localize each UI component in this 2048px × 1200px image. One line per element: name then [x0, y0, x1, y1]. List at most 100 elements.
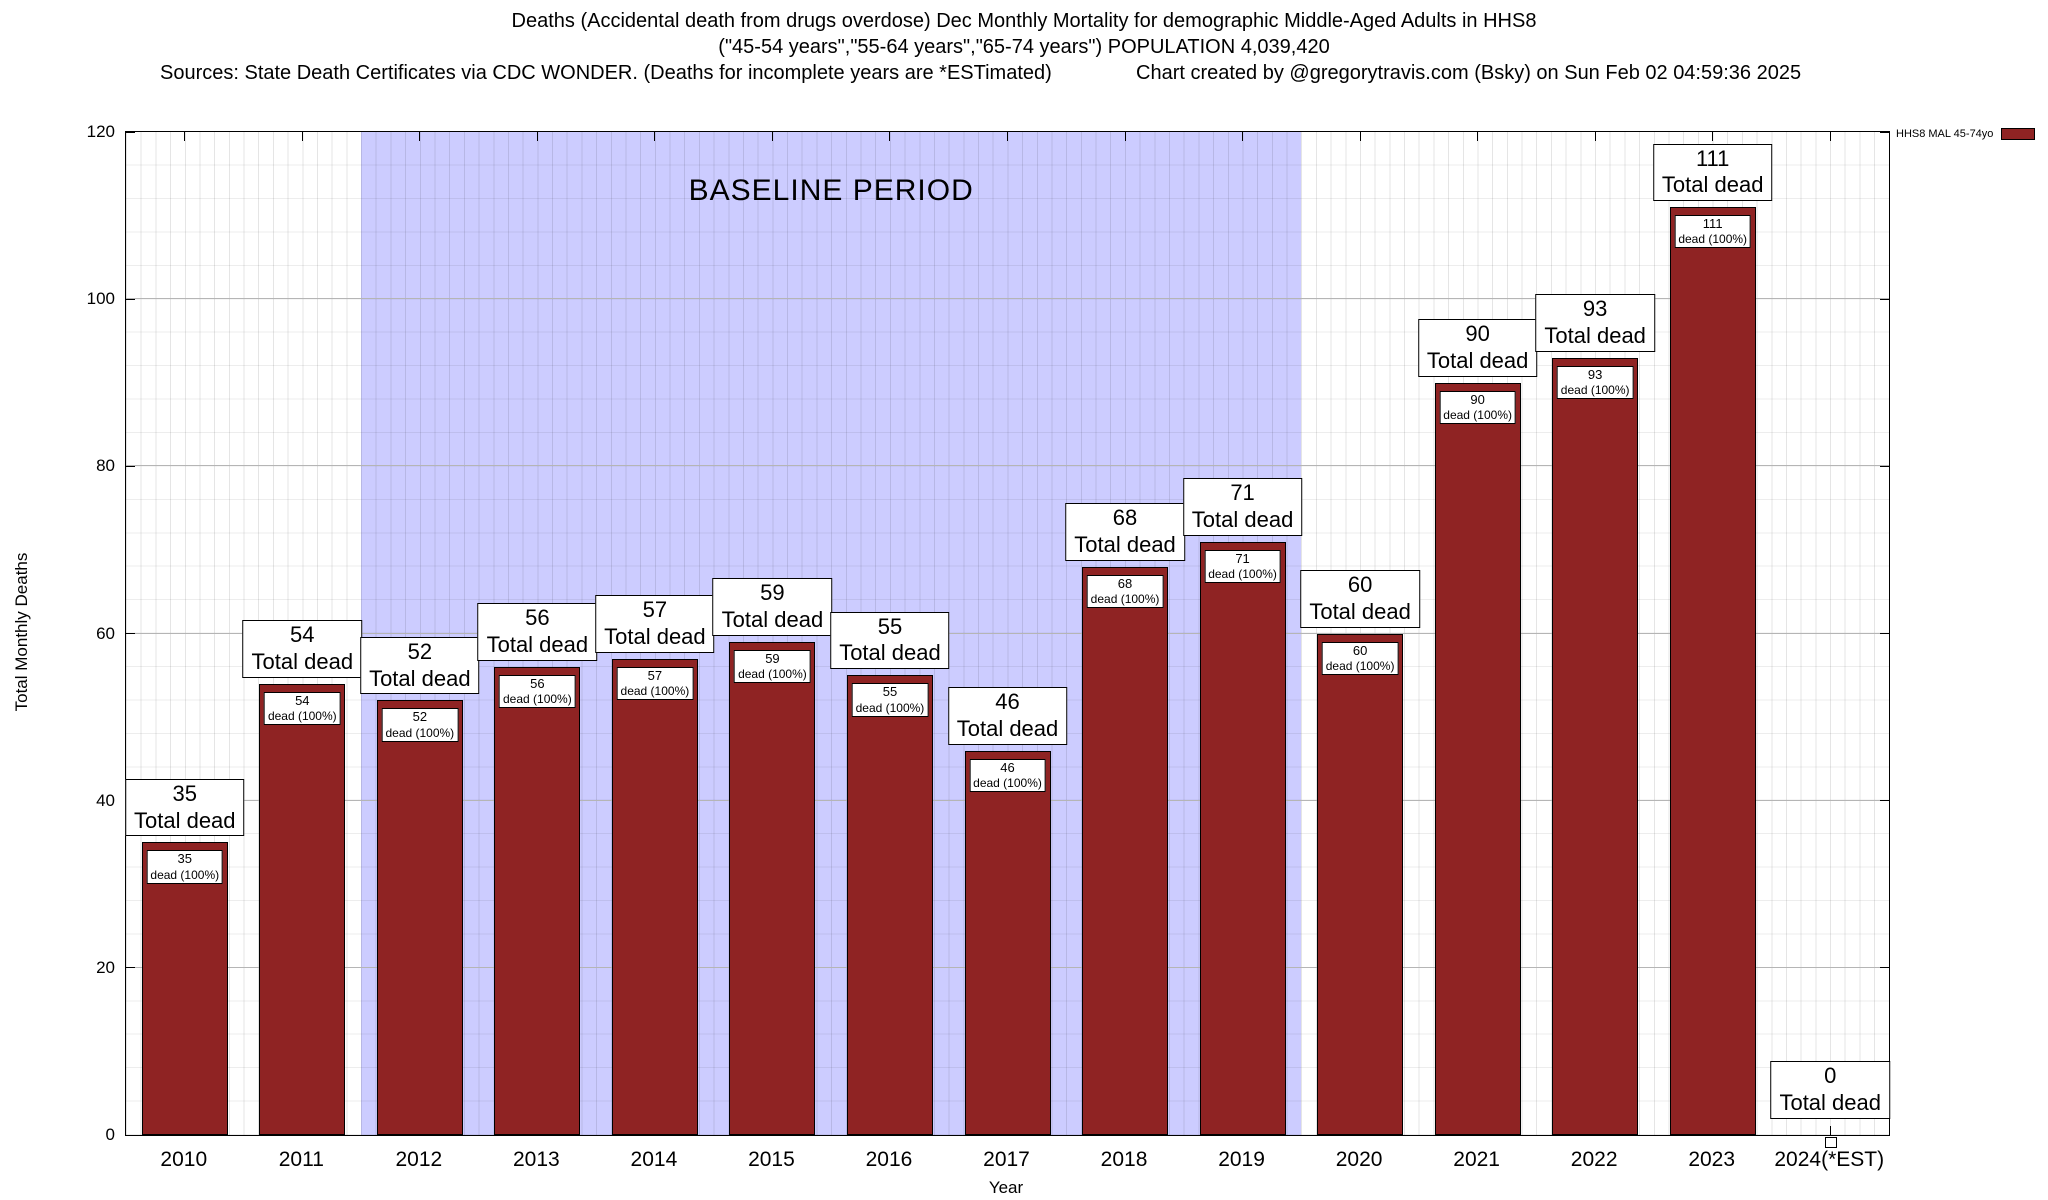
- bar-inner-value: 52: [412, 709, 428, 725]
- x-axis-tick-label: 2017: [983, 1148, 1030, 1171]
- bar-total-value: 71: [1230, 479, 1255, 505]
- x-tick-mark: [654, 132, 656, 141]
- bar-total-suffix: Total dead: [251, 648, 354, 674]
- x-axis-tick-label: 2018: [1100, 1148, 1148, 1171]
- bar: [964, 750, 1051, 1135]
- bar-total-suffix: Total dead: [1309, 598, 1411, 624]
- sources-note: Sources: State Death Certificates via CD…: [160, 62, 1052, 84]
- bar-inner-suffix: dead (100%): [150, 867, 220, 882]
- zero-bar-marker: [1825, 1137, 1838, 1148]
- y-tick-mark: [126, 967, 135, 969]
- bar-total-suffix: Total dead: [1074, 531, 1176, 557]
- bar: [1434, 382, 1521, 1135]
- bar-total-value: 56: [525, 605, 550, 631]
- bar-total-label: 90 Total dead: [1417, 319, 1538, 377]
- bar-inner-label: 35 dead (100%): [146, 850, 224, 884]
- legend-label: HHS8 MAL 45-74yo: [1896, 128, 1994, 140]
- bar-inner-label: 56 dead (100%): [499, 674, 576, 709]
- bar-total-value: 52: [407, 638, 433, 664]
- x-axis-tick-label: 2019: [1218, 1148, 1265, 1171]
- x-tick-mark: [1477, 132, 1479, 141]
- y-axis-tick-label: 120: [86, 122, 115, 141]
- bar-inner-value: 60: [1352, 642, 1368, 658]
- bar-inner-label: 57 dead (100%): [616, 666, 694, 700]
- bar-total-label: 71 Total dead: [1182, 477, 1303, 536]
- y-tick-mark: [126, 633, 135, 634]
- y-tick-mark: [1880, 298, 1889, 300]
- bar-inner-suffix: dead (100%): [620, 683, 690, 698]
- bar-inner-value: 55: [882, 684, 898, 700]
- x-axis-tick-label: 2020: [1335, 1148, 1383, 1171]
- bar-inner-value: 59: [765, 650, 780, 666]
- y-axis-tick-label: 60: [96, 623, 115, 643]
- x-tick-mark: [536, 132, 538, 141]
- bar-total-value: 93: [1582, 296, 1608, 322]
- x-tick-mark: [889, 132, 891, 141]
- bar: [259, 683, 346, 1135]
- y-tick-mark: [126, 1134, 135, 1136]
- bar-total-value: 68: [1112, 504, 1138, 530]
- bar-inner-suffix: dead (100%): [1325, 658, 1395, 673]
- x-axis-label: Year: [988, 1178, 1024, 1197]
- x-tick-mark: [301, 132, 303, 141]
- gridline: [126, 465, 1889, 467]
- x-axis-tick-label: 2021: [1453, 1148, 1500, 1171]
- x-tick-mark: [1007, 132, 1008, 141]
- bar-total-value: 54: [290, 622, 315, 647]
- chart-title-line-2: ("45-54 years","55-64 years","65-74 year…: [718, 36, 1330, 58]
- y-axis-tick-label: 20: [96, 957, 115, 977]
- bar-total-value: 46: [995, 688, 1020, 714]
- bar-total-value: 90: [1465, 321, 1490, 347]
- y-axis-label: Total Monthly Deaths: [12, 552, 31, 712]
- bar-inner-value: 56: [530, 675, 545, 691]
- bar-total-label: 59 Total dead: [712, 578, 833, 636]
- legend: HHS8 MAL 45-74yo: [1896, 128, 2036, 140]
- bar-inner-suffix: dead (100%): [1678, 232, 1748, 247]
- bar-inner-suffix: dead (100%): [1560, 382, 1630, 397]
- bar-inner-suffix: dead (100%): [503, 692, 572, 707]
- x-tick-mark: [1829, 132, 1831, 141]
- x-tick-mark: [1594, 132, 1596, 141]
- x-axis-tick-label: 2016: [865, 1148, 913, 1171]
- bar: [1082, 566, 1169, 1135]
- bar-inner-suffix: dead (100%): [267, 708, 337, 723]
- bar-total-value: 55: [877, 613, 903, 639]
- y-axis-tick-label: 100: [86, 289, 115, 309]
- bar-total-suffix: Total dead: [956, 715, 1059, 741]
- bar-total-suffix: Total dead: [721, 607, 824, 633]
- bar-inner-suffix: dead (100%): [855, 700, 925, 715]
- bar-inner-label: 60 dead (100%): [1321, 641, 1399, 675]
- bar-inner-label: 54 dead (100%): [263, 691, 341, 725]
- x-tick-mark: [1242, 132, 1244, 141]
- x-tick-mark: [771, 132, 773, 141]
- gridline: [126, 632, 1889, 634]
- bar-inner-label: 59 dead (100%): [734, 649, 811, 684]
- x-tick-mark: [184, 132, 186, 141]
- bar-total-suffix: Total dead: [369, 665, 471, 691]
- bar-total-label: 46 Total dead: [947, 686, 1068, 745]
- bar-inner-value: 54: [295, 692, 310, 708]
- bar-inner-label: 90 dead (100%): [1439, 390, 1516, 424]
- x-tick-mark: [419, 132, 421, 141]
- y-axis-tick-label: 40: [96, 790, 115, 810]
- x-tick-mark: [1124, 132, 1126, 141]
- bar-total-label: 54 Total dead: [242, 620, 363, 678]
- bar-total-label: 52 Total dead: [360, 636, 480, 695]
- bar-total-label: 35 Total dead: [125, 778, 245, 837]
- bar-inner-label: 71 dead (100%): [1204, 549, 1281, 583]
- bar-inner-label: 46 dead (100%): [969, 758, 1046, 792]
- x-axis-tick-label: 2014: [630, 1148, 678, 1171]
- bar-total-suffix: Total dead: [1779, 1090, 1881, 1116]
- bar: [376, 700, 463, 1135]
- bar-total-suffix: Total dead: [1661, 172, 1764, 198]
- x-tick-mark: [1712, 132, 1714, 141]
- y-axis-tick-label: 80: [96, 456, 115, 476]
- bar-inner-value: 68: [1117, 575, 1133, 591]
- bar-inner-label: 93 dead (100%): [1556, 365, 1634, 399]
- gridline: [126, 298, 1889, 300]
- y-tick-mark: [1880, 1134, 1889, 1136]
- chart-title-line-3: Sources: State Death Certificates via CD…: [0, 62, 2048, 88]
- bar-total-value: 57: [642, 596, 668, 622]
- bar-total-label: 0 Total dead: [1770, 1061, 1890, 1119]
- bar-total-label: 111 Total dead: [1652, 143, 1773, 202]
